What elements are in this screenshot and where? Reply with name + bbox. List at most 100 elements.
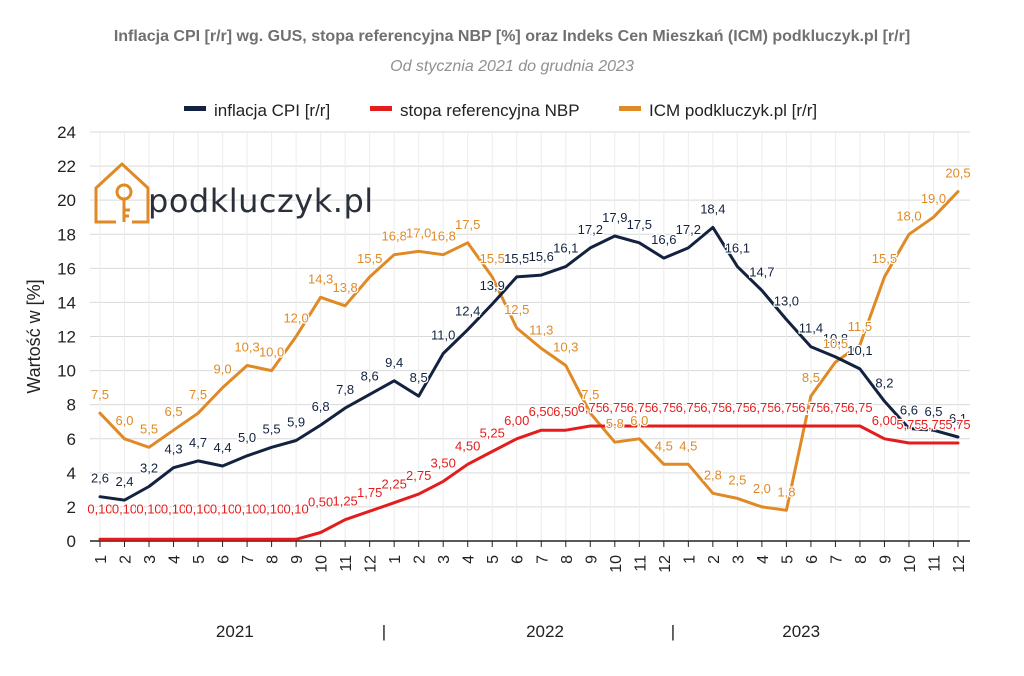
data-label: 0,10 (112, 501, 137, 516)
x-tick-label: 12 (951, 555, 968, 573)
year-label: 2023 (782, 622, 820, 641)
data-label: 7,8 (336, 382, 354, 397)
y-tick-label: 0 (67, 532, 76, 551)
data-label: 5,9 (287, 414, 305, 429)
x-tick-label: 6 (510, 555, 527, 564)
x-tick-label: 7 (828, 555, 845, 564)
data-label: 15,6 (529, 249, 554, 264)
data-label: 7,5 (91, 387, 109, 402)
data-label: 6,75 (602, 400, 627, 415)
series-lines (98, 190, 960, 541)
data-label: 12,4 (455, 304, 480, 319)
data-label: 1,25 (332, 494, 357, 509)
x-tick-label: 8 (559, 555, 576, 564)
data-label: 5,0 (238, 430, 256, 445)
data-label: 13,0 (774, 293, 799, 308)
data-label: 0,10 (185, 501, 210, 516)
podkluczyk-logo: podkluczyk.pl (92, 158, 373, 228)
data-label: 14,7 (749, 264, 774, 279)
x-tick-label: 7 (240, 555, 257, 564)
house-key-icon (94, 162, 150, 224)
data-label: 2,0 (753, 481, 771, 496)
data-label: 0,50 (308, 494, 333, 509)
data-label: 10,3 (553, 339, 578, 354)
data-label: 12,0 (283, 311, 308, 326)
data-label: 18,0 (896, 208, 921, 223)
data-label: 15,5 (504, 251, 529, 266)
data-label: 9,4 (385, 355, 403, 370)
x-tick-label: 8 (265, 555, 282, 564)
data-label: 2,4 (115, 474, 133, 489)
data-label: 13,8 (332, 280, 357, 295)
data-label: 16,8 (431, 229, 456, 244)
data-label: 10,8 (823, 331, 848, 346)
data-label: 6,75 (700, 400, 725, 415)
series-line (98, 225, 960, 502)
x-tick-label: 6 (216, 555, 233, 564)
data-label: 16,1 (725, 241, 750, 256)
legend: inflacja CPI [r/r] stopa referencyjna NBP… (184, 101, 817, 120)
x-tick-label: 1 (681, 555, 698, 564)
x-tick-label: 8 (853, 555, 870, 564)
data-label: 2,75 (406, 468, 431, 483)
data-label: 17,5 (627, 217, 652, 232)
grid-lines (90, 131, 970, 542)
series-line (98, 190, 960, 512)
data-label: 6,75 (774, 400, 799, 415)
y-tick-label: 24 (57, 123, 76, 142)
data-label: 6,75 (823, 400, 848, 415)
year-separator: | (671, 622, 675, 641)
x-tick-label: 12 (363, 555, 380, 573)
x-tick-label: 3 (436, 555, 453, 564)
data-label: 0,10 (283, 501, 308, 516)
y-tick-label: 2 (67, 498, 76, 517)
data-label: 6,00 (504, 413, 529, 428)
data-label: 15,5 (480, 251, 505, 266)
data-label: 0,10 (161, 501, 186, 516)
y-axis-title: Wartość w [%] (24, 279, 44, 393)
data-label: 1,8 (777, 484, 795, 499)
data-label: 17,5 (455, 217, 480, 232)
series-line (98, 424, 960, 541)
data-label: 5,75 (896, 417, 921, 432)
data-label: 6,75 (749, 400, 774, 415)
x-tick-label: 11 (926, 555, 943, 572)
x-tick-label: 5 (191, 555, 208, 564)
x-tick-label: 9 (583, 555, 600, 564)
data-label: 9,0 (214, 362, 232, 377)
y-tick-label: 20 (57, 191, 76, 210)
year-label: 2022 (526, 622, 564, 641)
x-tick-label: 3 (142, 555, 159, 564)
x-tick-label: 4 (167, 555, 184, 564)
x-tick-label: 2 (118, 555, 135, 564)
data-label: 6,1 (949, 411, 967, 426)
x-tick-label: 11 (338, 555, 355, 572)
data-label: 11,4 (799, 321, 823, 336)
data-label: 4,50 (455, 438, 480, 453)
data-label: 18,4 (700, 201, 725, 216)
x-tick-label: 9 (877, 555, 894, 564)
data-label: 7,5 (581, 387, 599, 402)
data-label: 19,0 (921, 191, 946, 206)
y-tick-label: 4 (67, 464, 76, 483)
data-label: 0,10 (87, 501, 112, 516)
data-label: 6,6 (900, 403, 918, 418)
x-tick-label: 2 (412, 555, 429, 564)
year-label: 2021 (216, 622, 254, 641)
y-tick-label: 6 (67, 430, 76, 449)
year-separator: | (382, 622, 386, 641)
data-label: 6,5 (924, 404, 942, 419)
data-label: 7,5 (189, 387, 207, 402)
data-label: 17,2 (578, 222, 603, 237)
data-label: 6,50 (553, 404, 578, 419)
data-label: 10,3 (234, 339, 259, 354)
x-tick-label: 7 (534, 555, 551, 564)
data-label: 11,0 (431, 328, 455, 343)
data-label: 2,6 (91, 471, 109, 486)
data-label: 4,4 (214, 440, 232, 455)
data-label: 8,5 (410, 370, 428, 385)
data-label: 3,50 (431, 455, 456, 470)
data-label: 16,1 (553, 241, 578, 256)
data-labels: 2,6 2,4 3,2 4,3 4,7 4,4 5,0 5,5 5,9 6,8 7,8 8,6 9,4 8… (86, 164, 972, 517)
